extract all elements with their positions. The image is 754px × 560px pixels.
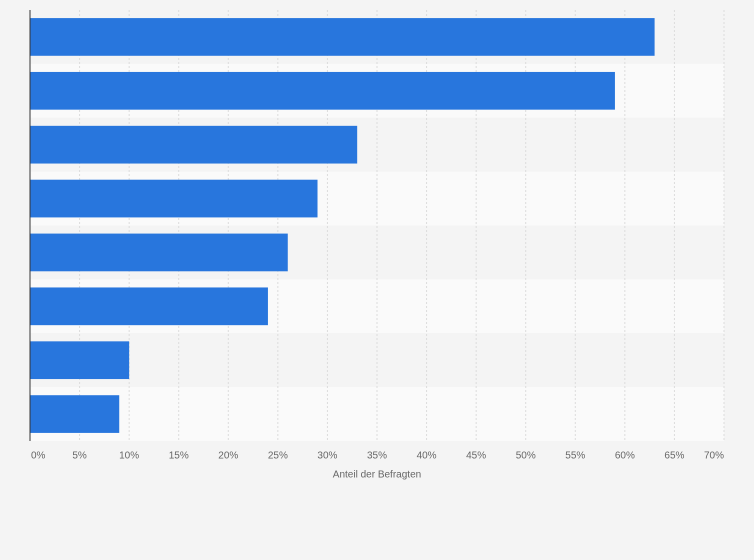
- x-tick-label: 45%: [466, 451, 486, 462]
- x-tick-label: 55%: [565, 451, 585, 462]
- x-tick-label: 35%: [367, 451, 387, 462]
- x-tick-label: 15%: [169, 451, 189, 462]
- bar: [30, 179, 318, 218]
- x-tick-label: 0%: [31, 451, 46, 462]
- bar: [30, 341, 130, 380]
- x-tick-label: 20%: [218, 451, 238, 462]
- x-axis-label: Anteil der Befragten: [333, 470, 421, 481]
- x-tick-label: 60%: [615, 451, 635, 462]
- x-tick-label: 40%: [417, 451, 437, 462]
- x-tick-label: 30%: [317, 451, 337, 462]
- x-tick-label: 70%: [704, 451, 724, 462]
- bar: [30, 287, 268, 326]
- x-tick-label: 65%: [664, 451, 684, 462]
- bar: [30, 125, 358, 164]
- bar: [30, 395, 120, 433]
- x-tick-label: 25%: [268, 451, 288, 462]
- bar: [30, 18, 655, 56]
- x-tick-label: 50%: [516, 451, 536, 462]
- bar: [30, 233, 288, 272]
- x-tick-label: 5%: [72, 451, 87, 462]
- x-tick-label: 10%: [119, 451, 139, 462]
- bar: [30, 71, 615, 110]
